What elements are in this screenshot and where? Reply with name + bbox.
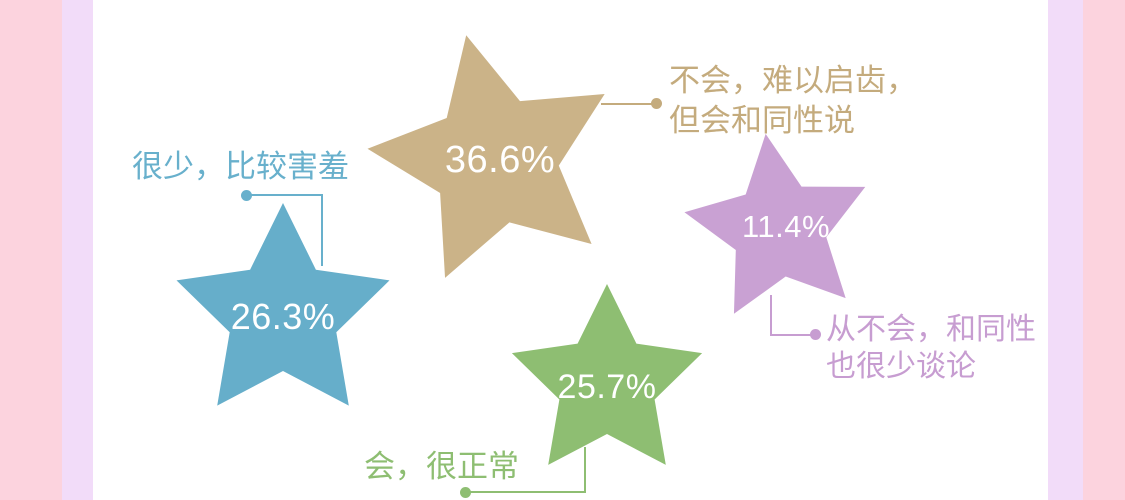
value-label-rarely-shy: 26.3% xyxy=(230,296,336,337)
star-rarely-shy: 26.3% xyxy=(163,195,403,435)
category-label-line2: 也很少谈论 xyxy=(826,350,976,383)
value-label-yes-normal: 25.7% xyxy=(557,368,657,406)
star-icon xyxy=(176,203,390,406)
star-icon xyxy=(367,35,605,278)
right-pink-border-strip xyxy=(1083,0,1125,500)
star-yes-normal: 25.7% xyxy=(502,279,712,489)
leader-line-rarely-shy-h xyxy=(247,194,323,196)
left-lavender-border-strip xyxy=(62,0,93,500)
category-label-text: 很少，比较害羞 xyxy=(132,149,349,184)
category-label-line1: 从不会，和同性 xyxy=(826,313,1036,346)
star-shape-blue xyxy=(176,203,390,406)
leader-line-rarely-shy-v xyxy=(321,194,323,266)
category-label-never: 从不会，和同性 也很少谈论 xyxy=(826,311,1036,385)
category-label-wont-say: 不会，难以启齿， 但会和同性说 xyxy=(669,61,917,141)
star-wont-say-hard-to-speak: 36.6% xyxy=(360,25,630,295)
leader-dot-never xyxy=(810,329,821,340)
leader-dot-yes-normal xyxy=(460,487,471,498)
leader-dot-wont-say xyxy=(651,98,662,109)
star-never-even-same-sex: 11.4% xyxy=(679,129,879,329)
value-label-never: 11.4% xyxy=(741,209,831,244)
star-shape-tan xyxy=(367,35,605,278)
category-label-line2: 但会和同性说 xyxy=(669,103,855,138)
leader-line-never-v xyxy=(770,295,772,336)
leader-dot-rarely-shy xyxy=(241,190,252,201)
leader-line-never-h xyxy=(770,334,812,336)
star-icon xyxy=(684,133,866,314)
left-pink-border-strip xyxy=(0,0,62,500)
category-label-yes-normal: 会，很正常 xyxy=(364,449,519,485)
leader-line-yes-normal-h xyxy=(466,491,586,493)
category-label-rarely-shy: 很少，比较害羞 xyxy=(132,149,349,185)
leader-line-wont-say-h xyxy=(601,103,653,105)
leader-line-yes-normal-v xyxy=(584,447,586,493)
category-label-text: 会，很正常 xyxy=(364,449,519,484)
star-shape-green xyxy=(511,284,703,465)
right-lavender-border-strip xyxy=(1048,0,1083,500)
value-label-wont-say: 36.6% xyxy=(444,139,556,181)
star-icon xyxy=(511,284,703,465)
star-shape-purple xyxy=(684,133,866,314)
category-label-line1: 不会，难以启齿， xyxy=(669,63,917,98)
